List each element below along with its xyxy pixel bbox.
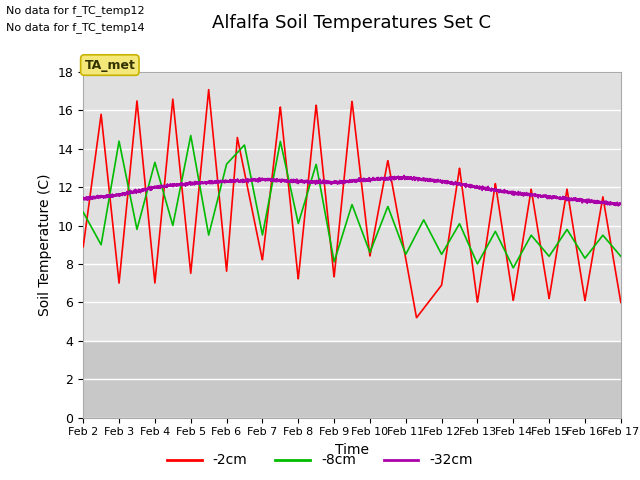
Legend: -2cm, -8cm, -32cm: -2cm, -8cm, -32cm xyxy=(161,448,479,473)
Bar xyxy=(83,341,621,418)
Text: No data for f_TC_temp14: No data for f_TC_temp14 xyxy=(6,22,145,33)
Text: Alfalfa Soil Temperatures Set C: Alfalfa Soil Temperatures Set C xyxy=(212,14,492,33)
X-axis label: Time: Time xyxy=(335,443,369,457)
Text: No data for f_TC_temp12: No data for f_TC_temp12 xyxy=(6,5,145,16)
Y-axis label: Soil Temperature (C): Soil Temperature (C) xyxy=(38,174,52,316)
Text: TA_met: TA_met xyxy=(84,59,135,72)
